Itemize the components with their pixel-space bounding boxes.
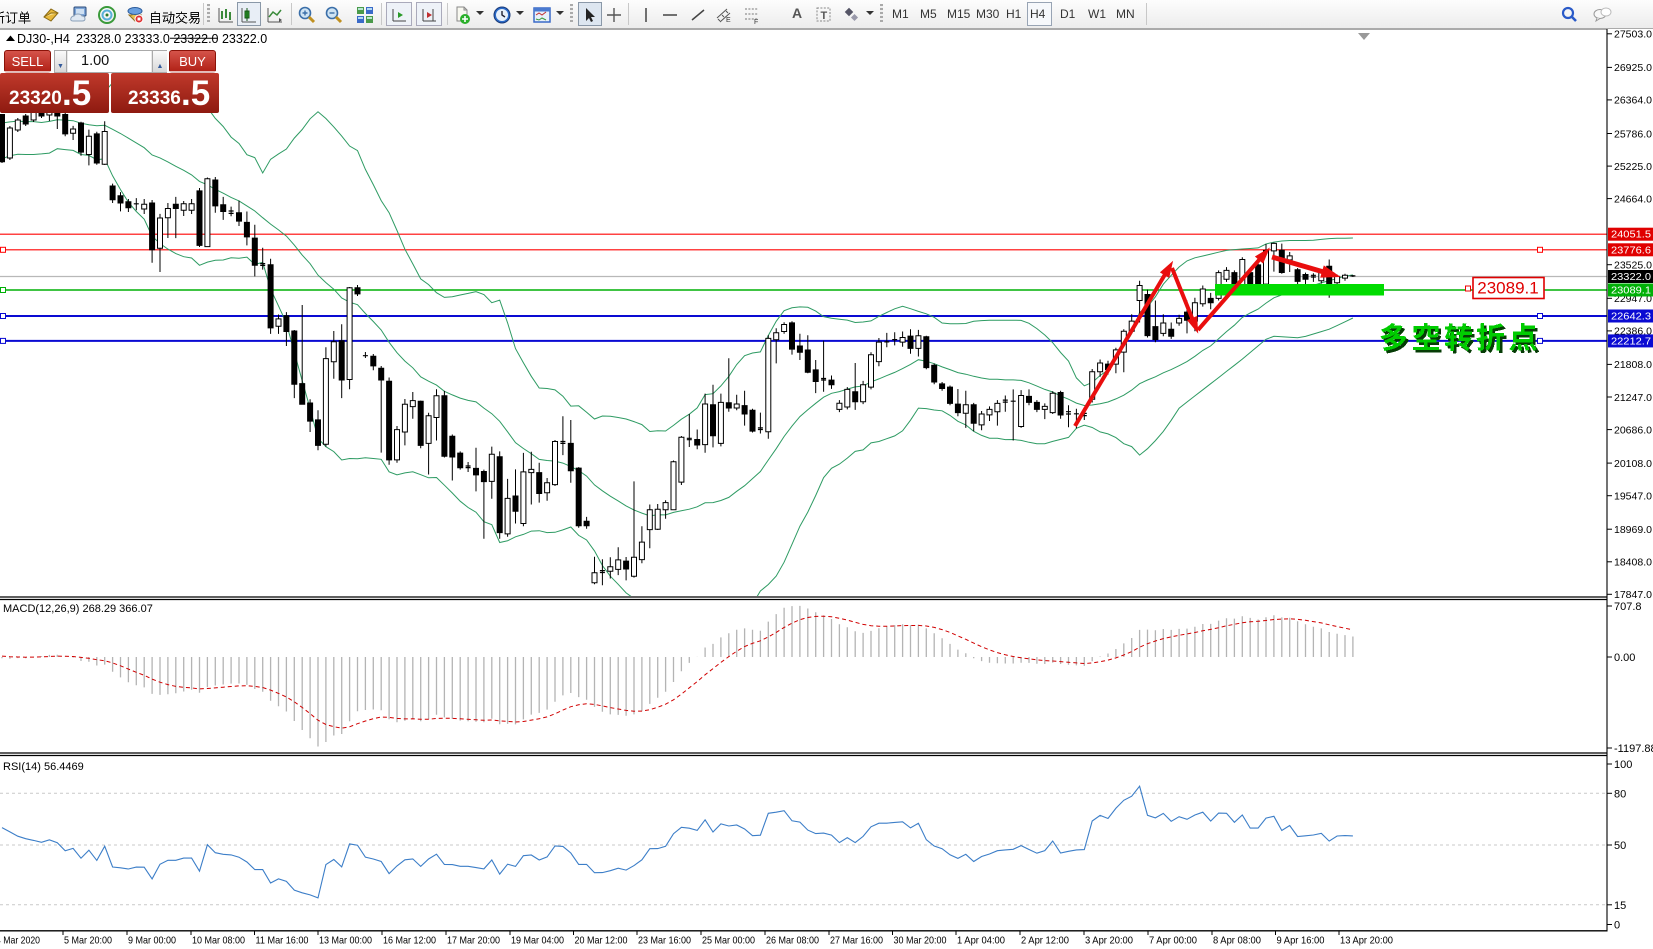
svg-text:23089.1: 23089.1 [1477, 279, 1538, 298]
svg-text:24051.5: 24051.5 [1611, 230, 1651, 241]
svg-text:9 Mar 00:00: 9 Mar 00:00 [128, 935, 176, 947]
svg-text:RSI(14) 56.4469: RSI(14) 56.4469 [3, 761, 84, 773]
svg-text:707.8: 707.8 [1614, 601, 1642, 613]
svg-text:27503.0: 27503.0 [1614, 29, 1652, 41]
svg-text:22212.7: 22212.7 [1611, 336, 1651, 347]
svg-text:17 Mar 20:00: 17 Mar 20:00 [447, 935, 500, 947]
svg-text:5 Mar 20:00: 5 Mar 20:00 [64, 935, 112, 947]
svg-text:2 Apr 12:00: 2 Apr 12:00 [1021, 935, 1069, 947]
svg-text:4 Mar 2020: 4 Mar 2020 [0, 935, 40, 947]
svg-text:MACD(12,26,9) 268.29 366.07: MACD(12,26,9) 268.29 366.07 [3, 603, 153, 615]
svg-text:0: 0 [1614, 920, 1620, 932]
svg-text:23776.6: 23776.6 [1611, 245, 1651, 256]
svg-text:15: 15 [1614, 900, 1626, 912]
svg-text:25225.0: 25225.0 [1614, 161, 1652, 173]
svg-text:10 Mar 08:00: 10 Mar 08:00 [192, 935, 245, 947]
svg-text:20 Mar 12:00: 20 Mar 12:00 [575, 935, 628, 947]
svg-text:13 Apr 20:00: 13 Apr 20:00 [1340, 935, 1393, 947]
svg-text:19 Mar 04:00: 19 Mar 04:00 [511, 935, 564, 947]
svg-text:22642.3: 22642.3 [1611, 312, 1651, 323]
svg-text:30 Mar 20:00: 30 Mar 20:00 [894, 935, 947, 947]
svg-text:23328.0 23333.0 23322.0 23322.: 23328.0 23333.0 23322.0 23322.0 [76, 32, 267, 46]
svg-text:7 Apr 00:00: 7 Apr 00:00 [1149, 935, 1197, 947]
svg-text:100: 100 [1614, 759, 1632, 771]
svg-text:23089.1: 23089.1 [1611, 286, 1651, 297]
svg-text:25786.0: 25786.0 [1614, 128, 1652, 140]
svg-text:18969.0: 18969.0 [1614, 524, 1652, 536]
svg-text:26 Mar 08:00: 26 Mar 08:00 [766, 935, 819, 947]
svg-text:50: 50 [1614, 840, 1626, 852]
svg-text:13 Mar 00:00: 13 Mar 00:00 [319, 935, 372, 947]
svg-text:8 Apr 08:00: 8 Apr 08:00 [1213, 935, 1261, 947]
svg-text:21247.0: 21247.0 [1614, 392, 1652, 404]
svg-text:19547.0: 19547.0 [1614, 491, 1652, 503]
svg-text:23 Mar 16:00: 23 Mar 16:00 [638, 935, 691, 947]
svg-text:18408.0: 18408.0 [1614, 557, 1652, 569]
svg-text:-1197.88: -1197.88 [1614, 743, 1653, 755]
svg-text:3 Apr 20:00: 3 Apr 20:00 [1085, 935, 1133, 947]
svg-text:23525.0: 23525.0 [1614, 260, 1652, 272]
svg-text:0.00: 0.00 [1614, 652, 1635, 664]
svg-text:20686.0: 20686.0 [1614, 424, 1652, 436]
svg-text:26364.0: 26364.0 [1614, 95, 1652, 107]
svg-text:23322.0: 23322.0 [1611, 272, 1651, 283]
svg-text:26925.0: 26925.0 [1614, 62, 1652, 74]
svg-text:DJ30-,H4: DJ30-,H4 [17, 32, 70, 46]
svg-text:T: T [821, 10, 828, 22]
svg-text:11 Mar 16:00: 11 Mar 16:00 [256, 935, 309, 947]
svg-text:25 Mar 00:00: 25 Mar 00:00 [702, 935, 755, 947]
svg-text:27 Mar 16:00: 27 Mar 16:00 [830, 935, 883, 947]
svg-text:9 Apr 16:00: 9 Apr 16:00 [1277, 935, 1325, 947]
svg-text:24664.0: 24664.0 [1614, 193, 1652, 205]
svg-text:1 Apr 04:00: 1 Apr 04:00 [957, 935, 1005, 947]
svg-text:E: E [726, 17, 731, 24]
svg-text:80: 80 [1614, 788, 1626, 800]
svg-text:16 Mar 12:00: 16 Mar 12:00 [383, 935, 436, 947]
svg-text:21808.0: 21808.0 [1614, 359, 1652, 371]
svg-text:20108.0: 20108.0 [1614, 458, 1652, 470]
svg-text:17847.0: 17847.0 [1614, 589, 1652, 601]
svg-text:F: F [754, 19, 758, 25]
